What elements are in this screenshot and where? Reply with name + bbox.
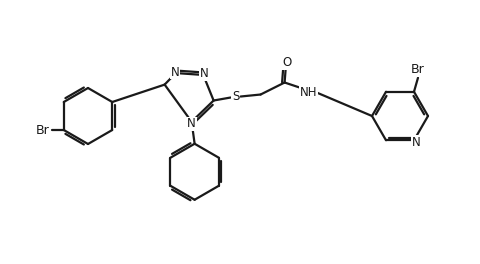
Text: N: N [170, 65, 179, 79]
Text: N: N [412, 136, 420, 149]
Text: N: N [187, 117, 196, 130]
Text: Br: Br [36, 124, 50, 136]
Text: NH: NH [300, 86, 317, 99]
Text: O: O [282, 56, 291, 69]
Text: Br: Br [411, 63, 425, 76]
Text: N: N [200, 68, 209, 81]
Text: S: S [232, 90, 240, 103]
